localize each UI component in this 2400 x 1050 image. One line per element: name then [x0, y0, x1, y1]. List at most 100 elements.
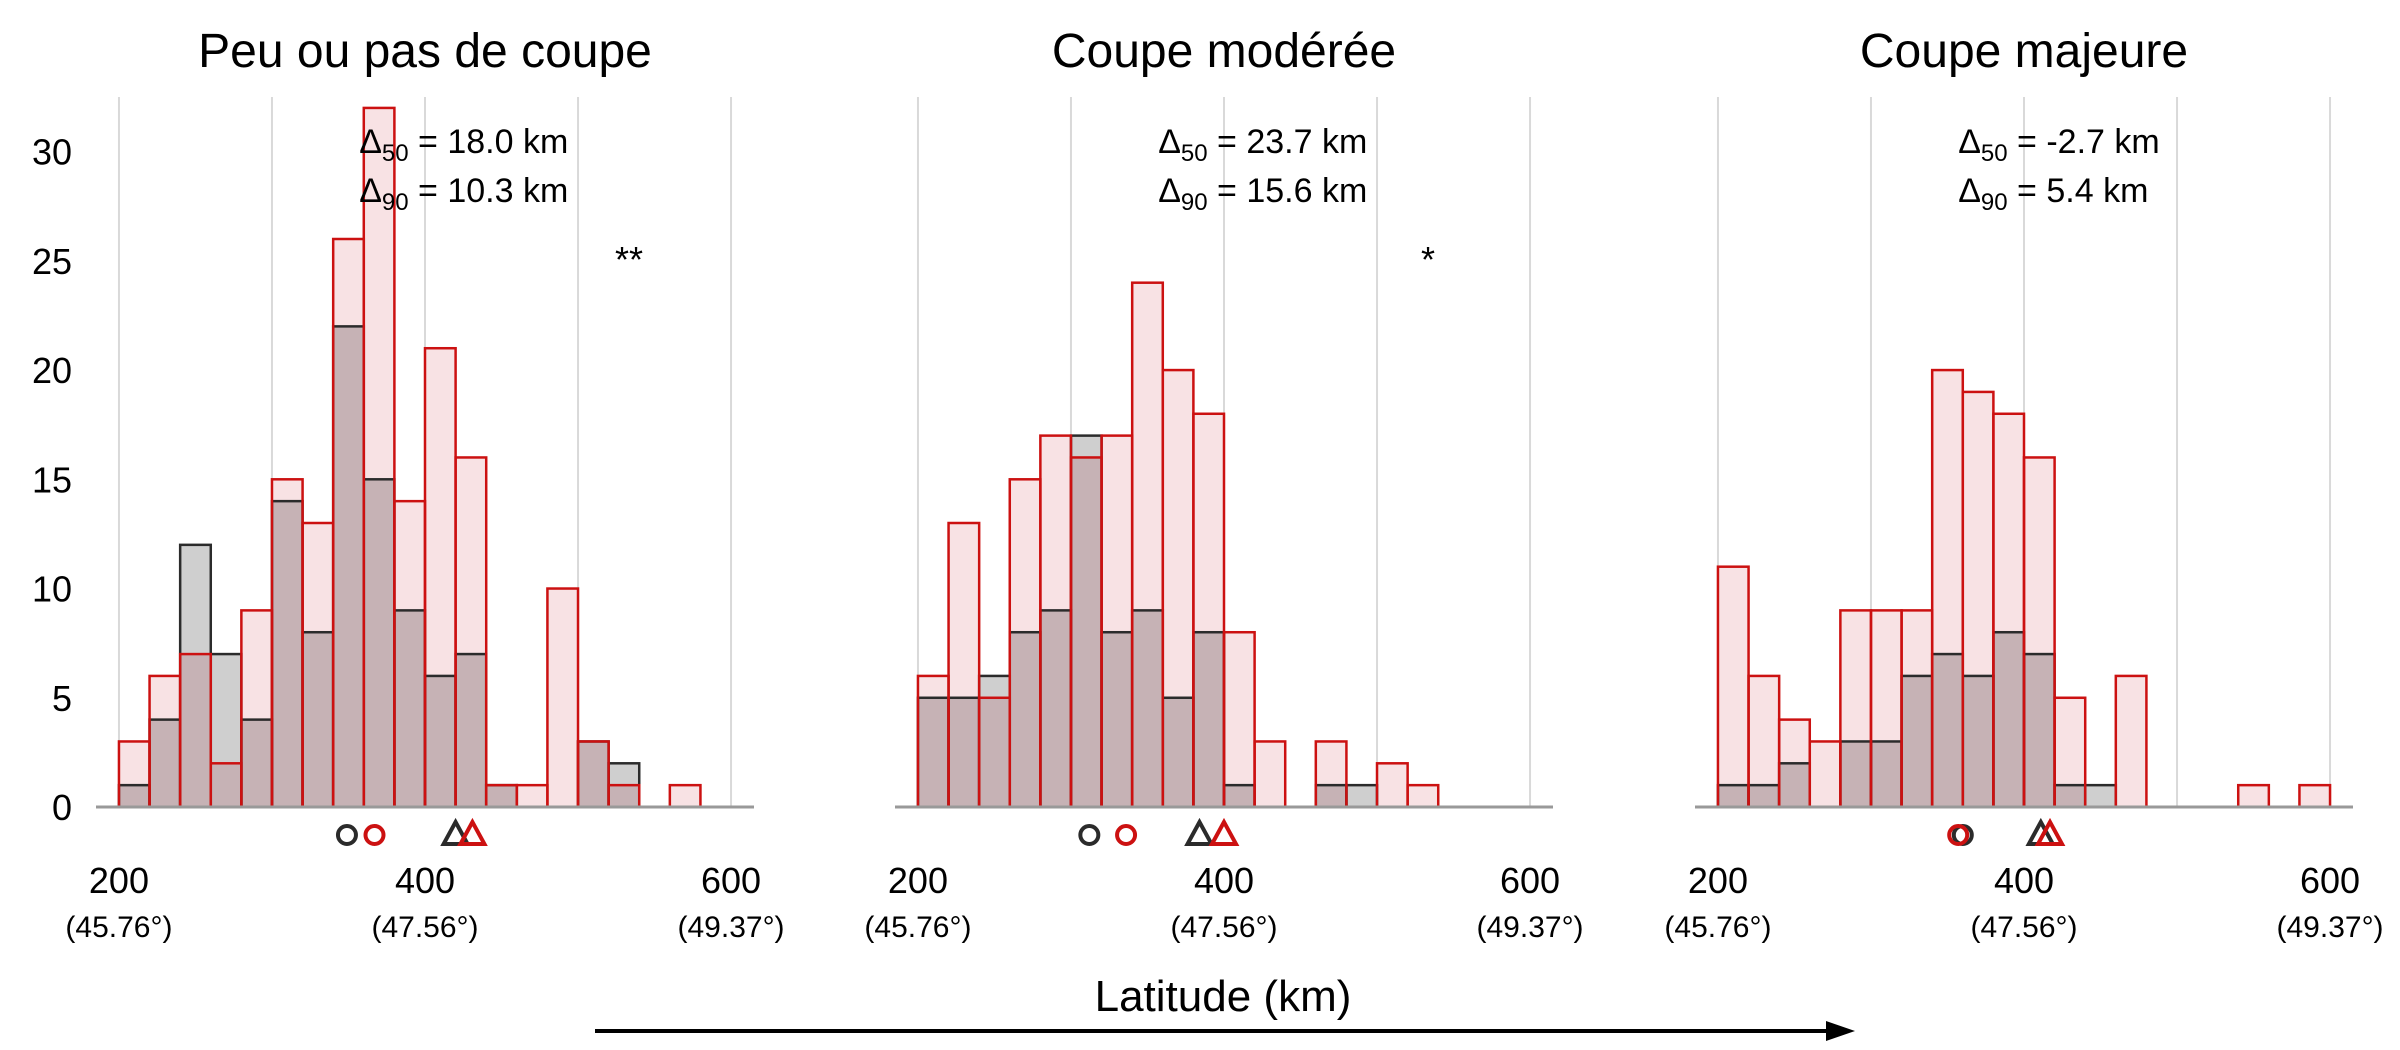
red-bar [1254, 741, 1286, 807]
grey-bar [608, 763, 640, 786]
overlap-bar [1162, 697, 1194, 807]
red-bar [1009, 479, 1041, 633]
overlap-bar [948, 697, 980, 807]
red-p90-marker [1208, 817, 1240, 846]
overlap-bar [2054, 785, 2086, 807]
panel-2: Coupe modérée Δ50 = 23.7 km Δ90 = 15.6 km *… [864, 25, 1583, 944]
grey-bar [210, 654, 242, 764]
red-median-marker [1115, 824, 1138, 846]
overlap-bar [1040, 610, 1071, 807]
red-bar [516, 785, 548, 807]
grey-p90-marker [440, 817, 471, 846]
y-tick-label: 0 [52, 787, 72, 828]
x-tick-sublabel: (45.76°) [1664, 911, 1771, 944]
red-bar [1901, 610, 1933, 676]
red-bar [2299, 785, 2331, 807]
red-bar [1779, 719, 1810, 764]
red-bar [1407, 785, 1439, 807]
red-bar [425, 348, 456, 676]
red-bar [149, 675, 181, 720]
y-tick-label: 25 [32, 241, 72, 282]
overlap-bar [1315, 785, 1347, 807]
panel-title: Peu ou pas de coupe [198, 25, 652, 78]
x-tick-sublabel: (45.76°) [65, 911, 172, 944]
red-bar [2054, 697, 2086, 786]
x-tick-label: 600 [701, 860, 761, 901]
significance-marker: * [1421, 239, 1435, 280]
overlap-bar [578, 741, 609, 807]
delta90-annotation: Δ90 = 15.6 km [1158, 172, 1367, 216]
overlap-bar [455, 654, 487, 807]
x-tick-label: 600 [2300, 860, 2360, 901]
x-tick-label: 400 [1194, 860, 1254, 901]
overlap-bar [1779, 763, 1810, 807]
overlap-bar [302, 632, 334, 807]
delta50-annotation: Δ50 = 18.0 km [359, 123, 568, 167]
y-tick-label: 20 [32, 350, 72, 391]
panel-title: Coupe modérée [1052, 25, 1396, 78]
x-tick-label: 400 [395, 860, 455, 901]
significance-marker: ** [615, 239, 643, 280]
x-tick-label: 200 [89, 860, 149, 901]
grey-p90-marker [1184, 817, 1215, 846]
red-bar [1101, 435, 1133, 633]
grey-bar [2085, 785, 2116, 807]
grey-median-marker [335, 824, 358, 846]
bars [916, 281, 1440, 809]
overlap-bar [1840, 741, 1871, 807]
delta90-annotation: Δ90 = 10.3 km [359, 172, 568, 216]
red-bar [1315, 741, 1347, 786]
grey-median-marker [1078, 824, 1101, 846]
red-bar [1932, 370, 1963, 655]
overlap-bar [1193, 632, 1224, 807]
overlap-bar [608, 785, 640, 807]
red-bar [271, 479, 303, 502]
red-bar [1870, 610, 1902, 742]
x-tick-sublabel: (47.56°) [1170, 911, 1277, 944]
red-bar [1748, 675, 1780, 786]
x-tick-label: 200 [1688, 860, 1748, 901]
overlap-bar [1993, 632, 2024, 807]
grey-bar [1346, 785, 1378, 807]
panel-3: Coupe majeure Δ50 = -2.7 km Δ90 = 5.4 km 20… [1664, 25, 2383, 944]
x-direction-arrow [595, 1021, 1855, 1041]
red-bar [302, 523, 334, 633]
red-bar [1840, 610, 1871, 742]
x-tick-label: 600 [1500, 860, 1560, 901]
red-bar [1132, 282, 1163, 611]
overlap-bar [210, 763, 242, 807]
overlap-bar [1748, 785, 1780, 807]
red-bar [1162, 370, 1194, 698]
red-bar [333, 239, 364, 327]
red-bar [1962, 391, 1994, 676]
delta90-annotation: Δ90 = 5.4 km [1958, 172, 2148, 216]
overlap-bar [118, 785, 150, 807]
red-bar [1377, 763, 1408, 807]
panel-title: Coupe majeure [1860, 25, 2188, 78]
red-bar [1717, 566, 1749, 786]
red-p90-marker [457, 817, 488, 846]
overlap-bar [2024, 654, 2055, 807]
red-bar [917, 675, 949, 698]
overlap-bar [180, 654, 211, 807]
delta50-annotation: Δ50 = 23.7 km [1158, 123, 1367, 167]
overlap-bar [1870, 741, 1902, 807]
y-tick-label: 10 [32, 569, 72, 610]
overlap-bar [241, 719, 272, 807]
overlap-bar [1101, 632, 1133, 807]
red-bar [1809, 741, 1841, 807]
x-tick-sublabel: (49.37°) [2277, 911, 2384, 944]
red-median-marker [1947, 824, 1970, 846]
overlap-bar [1070, 457, 1102, 807]
red-median-marker [363, 824, 386, 846]
overlap-bar [1224, 785, 1255, 807]
y-tick-label: 30 [32, 132, 72, 173]
grey-bar [1070, 435, 1102, 458]
red-bar [2238, 785, 2269, 807]
grey-bar [180, 544, 211, 655]
red-bar [547, 588, 579, 807]
y-tick-label: 5 [52, 678, 72, 719]
red-bar [2024, 457, 2055, 655]
overlap-bar [486, 785, 517, 807]
